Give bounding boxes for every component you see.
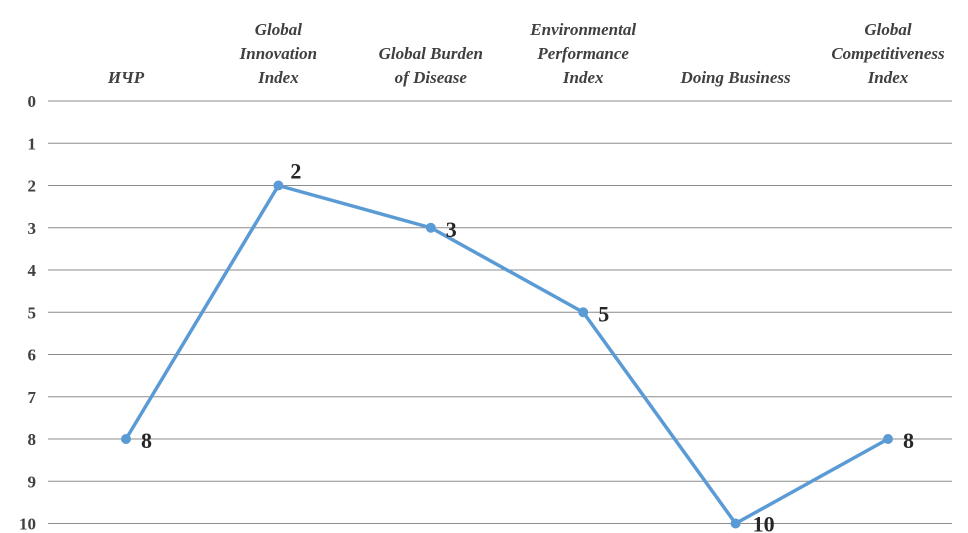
data-labels: 8 2 3 5 10 8 bbox=[141, 159, 914, 533]
data-label: 3 bbox=[446, 217, 457, 242]
category-label: Global Innovation Index bbox=[239, 20, 317, 87]
y-tick-label: 10 bbox=[19, 515, 36, 533]
data-label: 8 bbox=[903, 428, 914, 453]
data-label: 8 bbox=[141, 428, 152, 453]
data-point bbox=[121, 434, 131, 444]
category-label-line: Doing Business bbox=[680, 68, 791, 87]
category-label-line: Index bbox=[257, 68, 299, 87]
category-label-line: Index bbox=[867, 68, 909, 87]
category-label: Global Burden of Disease bbox=[379, 44, 483, 87]
y-tick-label: 7 bbox=[28, 388, 37, 407]
y-tick-label: 1 bbox=[28, 134, 37, 153]
category-label: Global Competitiveness Index bbox=[831, 20, 945, 87]
y-tick-label: 9 bbox=[28, 472, 37, 491]
category-label-line: Global bbox=[864, 20, 912, 39]
category-label-line: Environmental bbox=[529, 20, 636, 39]
data-point bbox=[425, 222, 436, 233]
category-label-line: Index bbox=[562, 68, 604, 87]
category-label-line: Innovation bbox=[239, 44, 317, 63]
y-tick-label: 8 bbox=[28, 430, 37, 449]
y-axis-tick-labels: 0 1 2 3 4 5 6 7 8 9 10 bbox=[19, 92, 37, 533]
category-label: Doing Business bbox=[680, 68, 791, 87]
data-point bbox=[730, 518, 741, 529]
category-label-line: Competitiveness bbox=[831, 44, 945, 63]
y-tick-label: 0 bbox=[28, 92, 37, 111]
data-label: 5 bbox=[598, 301, 609, 326]
category-labels: ИЧР Global Innovation Index Global Burden of … bbox=[107, 20, 945, 87]
category-label-line: ИЧР bbox=[107, 68, 145, 87]
data-point bbox=[578, 307, 589, 318]
y-tick-label: 5 bbox=[28, 303, 37, 322]
data-label: 10 bbox=[753, 512, 775, 533]
gridlines bbox=[48, 100, 952, 524]
series bbox=[121, 180, 893, 529]
series-line bbox=[124, 183, 889, 526]
category-label: Environmental Performance Index bbox=[529, 20, 636, 87]
category-label: ИЧР bbox=[107, 68, 145, 87]
y-tick-label: 3 bbox=[28, 219, 37, 238]
data-point bbox=[883, 434, 893, 444]
y-tick-label: 2 bbox=[28, 177, 37, 196]
data-label: 2 bbox=[290, 159, 301, 184]
y-tick-label: 6 bbox=[28, 346, 37, 365]
data-point bbox=[273, 180, 284, 191]
category-label-line: Global Burden bbox=[379, 44, 483, 63]
category-label-line: Performance bbox=[536, 44, 629, 63]
category-label-line: of Disease bbox=[395, 68, 468, 87]
category-label-line: Global bbox=[255, 20, 303, 39]
y-tick-label: 4 bbox=[28, 261, 37, 280]
